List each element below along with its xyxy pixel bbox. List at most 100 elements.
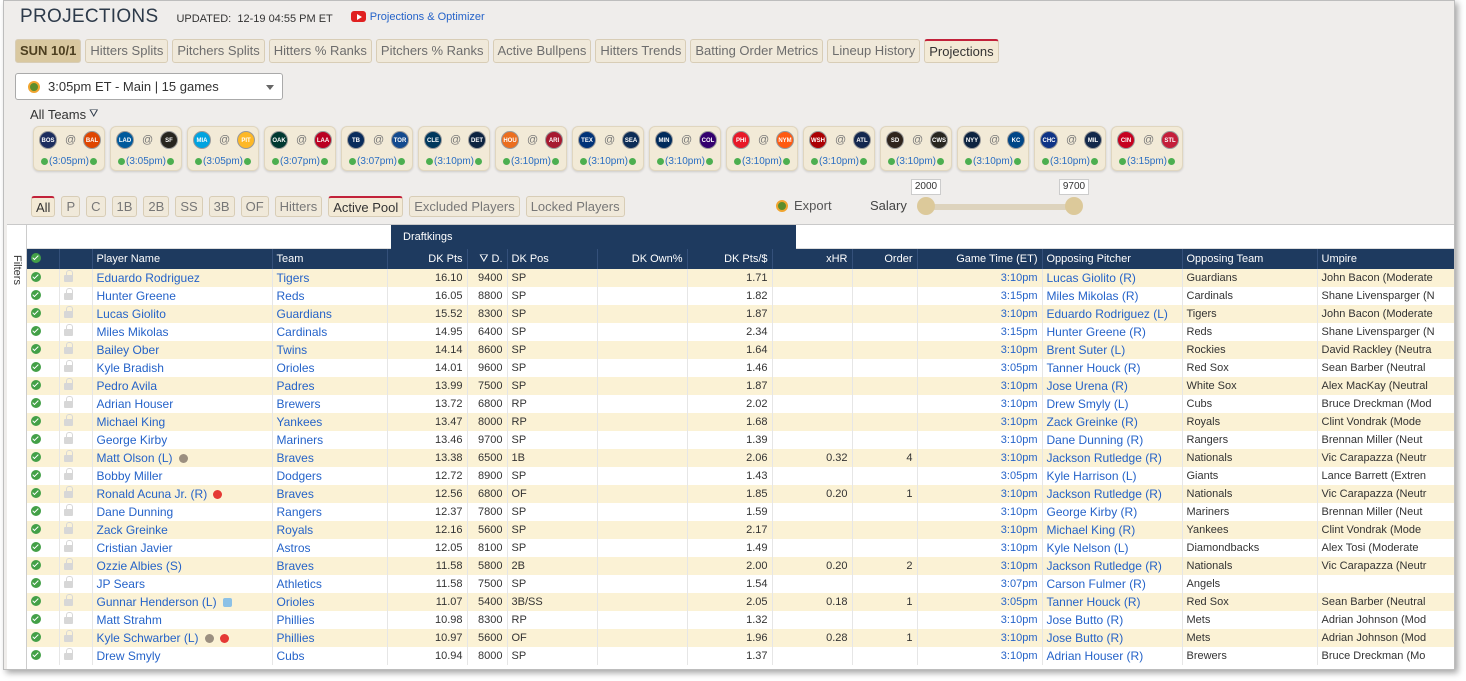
player-name-cell[interactable]: Eduardo Rodriguez xyxy=(92,269,273,287)
table-row[interactable]: Michael King Yankees 13.47 8000 RP 1.68 3:10pm… xyxy=(27,413,1454,431)
opposing-pitcher-link[interactable]: Carson Fulmer (R) xyxy=(1042,575,1183,593)
game-card[interactable]: LAD @ SF (3:05pm) xyxy=(110,126,182,171)
export-button[interactable]: Export xyxy=(776,198,832,213)
team-link[interactable]: Orioles xyxy=(272,359,388,377)
lock-icon[interactable] xyxy=(63,575,73,588)
col-order[interactable]: Order xyxy=(852,249,918,269)
row-lock-cell[interactable] xyxy=(59,467,93,485)
opposing-pitcher-link[interactable]: Jackson Rutledge (R) xyxy=(1042,485,1183,503)
check-circle-icon[interactable] xyxy=(31,325,41,336)
game-card[interactable]: MIN @ COL (3:10pm) xyxy=(649,126,721,171)
player-name-link[interactable]: Michael King xyxy=(96,415,166,429)
filter-of[interactable]: OF xyxy=(240,196,269,217)
row-lock-cell[interactable] xyxy=(59,449,93,467)
team-link[interactable]: Braves xyxy=(272,485,388,503)
row-select-cell[interactable] xyxy=(27,521,60,539)
table-row[interactable]: Dane Dunning Rangers 12.37 7800 SP 1.59 3:10pm… xyxy=(27,503,1454,521)
tab-hitters-trends[interactable]: Hitters Trends xyxy=(595,39,687,63)
tab-projections[interactable]: Projections xyxy=(924,39,999,63)
player-name-link[interactable]: Drew Smyly xyxy=(96,649,161,663)
table-row[interactable]: Ozzie Albies (S) Braves 11.58 5800 2B 2.00 0.2… xyxy=(27,557,1454,575)
filter-3b[interactable]: 3B xyxy=(208,196,235,217)
player-name-cell[interactable]: Matt Olson (L) xyxy=(92,449,273,467)
team-link[interactable]: Reds xyxy=(272,287,388,305)
opposing-pitcher-link[interactable]: Brent Suter (L) xyxy=(1042,341,1183,359)
row-select-cell[interactable] xyxy=(27,323,60,341)
team-link[interactable]: Athletics xyxy=(272,575,388,593)
player-name-link[interactable]: Bobby Miller xyxy=(96,469,163,483)
player-name-cell[interactable]: Kyle Schwarber (L) xyxy=(92,629,273,647)
table-row[interactable]: George Kirby Mariners 13.46 9700 SP 1.39 3:10p… xyxy=(27,431,1454,449)
player-name-link[interactable]: Gunnar Henderson (L) xyxy=(96,595,217,609)
player-name-cell[interactable]: Zack Greinke xyxy=(92,521,273,539)
table-row[interactable]: Ronald Acuna Jr. (R) Braves 12.56 6800 OF 1.8… xyxy=(27,485,1454,503)
team-link[interactable]: Cubs xyxy=(272,647,388,665)
lock-icon[interactable] xyxy=(63,359,73,372)
row-select-cell[interactable] xyxy=(27,611,60,629)
salary-max-handle[interactable] xyxy=(1065,197,1083,215)
team-link[interactable]: Orioles xyxy=(272,593,388,611)
lock-icon[interactable] xyxy=(63,323,73,336)
player-name-cell[interactable]: Hunter Greene xyxy=(92,287,273,305)
lock-icon[interactable] xyxy=(63,449,73,462)
player-name-cell[interactable]: Bobby Miller xyxy=(92,467,273,485)
lock-icon[interactable] xyxy=(63,413,73,426)
row-select-cell[interactable] xyxy=(27,539,60,557)
player-name-link[interactable]: Bailey Ober xyxy=(96,343,160,357)
opposing-pitcher-link[interactable]: Tanner Houck (R) xyxy=(1042,593,1183,611)
opposing-pitcher-link[interactable]: Lucas Giolito (R) xyxy=(1042,269,1183,287)
team-link[interactable]: Phillies xyxy=(272,629,388,647)
col-dk-salary[interactable]: ⛛ D. xyxy=(467,249,508,269)
lock-icon[interactable] xyxy=(63,485,73,498)
table-row[interactable]: JP Sears Athletics 11.58 7500 SP 1.54 3:07pm Ca… xyxy=(27,575,1454,593)
game-card[interactable]: MIA @ PIT (3:05pm) xyxy=(187,126,259,171)
check-circle-icon[interactable] xyxy=(31,523,41,534)
team-link[interactable]: Dodgers xyxy=(272,467,388,485)
filter-c[interactable]: C xyxy=(86,196,106,217)
opposing-pitcher-link[interactable]: Jose Urena (R) xyxy=(1042,377,1183,395)
game-card[interactable]: CHC @ MIL (3:10pm) xyxy=(1034,126,1106,171)
filter-active-pool[interactable]: Active Pool xyxy=(328,196,404,217)
player-name-cell[interactable]: Matt Strahm xyxy=(92,611,273,629)
row-lock-cell[interactable] xyxy=(59,593,93,611)
row-select-cell[interactable] xyxy=(27,629,60,647)
player-name-link[interactable]: Matt Strahm xyxy=(96,613,162,627)
filter-1b[interactable]: 1B xyxy=(111,196,138,217)
row-select-cell[interactable] xyxy=(27,305,60,323)
player-name-cell[interactable]: Ronald Acuna Jr. (R) xyxy=(92,485,273,503)
opposing-pitcher-link[interactable]: Drew Smyly (L) xyxy=(1042,395,1183,413)
player-name-link[interactable]: Cristian Javier xyxy=(96,541,173,555)
check-circle-icon[interactable] xyxy=(31,379,41,390)
row-select-cell[interactable] xyxy=(27,395,60,413)
col-player-name[interactable]: Player Name xyxy=(92,249,273,269)
row-select-cell[interactable] xyxy=(27,449,60,467)
team-link[interactable]: Braves xyxy=(272,557,388,575)
row-lock-cell[interactable] xyxy=(59,431,93,449)
player-name-link[interactable]: Ozzie Albies (S) xyxy=(96,559,182,573)
row-lock-cell[interactable] xyxy=(59,575,93,593)
lock-icon[interactable] xyxy=(63,395,73,408)
opposing-pitcher-link[interactable]: Miles Mikolas (R) xyxy=(1042,287,1183,305)
player-name-link[interactable]: Dane Dunning xyxy=(96,505,174,519)
check-circle-icon[interactable] xyxy=(31,649,41,660)
col-team[interactable]: Team xyxy=(272,249,388,269)
row-select-cell[interactable] xyxy=(27,557,60,575)
lock-icon[interactable] xyxy=(63,647,73,660)
opposing-pitcher-link[interactable]: Jackson Rutledge (R) xyxy=(1042,557,1183,575)
check-circle-icon[interactable] xyxy=(31,505,41,516)
team-link[interactable]: Yankees xyxy=(272,413,388,431)
filters-panel-toggle[interactable]: Filters xyxy=(7,225,27,669)
team-link[interactable]: Brewers xyxy=(272,395,388,413)
row-lock-cell[interactable] xyxy=(59,647,93,665)
team-link[interactable]: Astros xyxy=(272,539,388,557)
opposing-pitcher-link[interactable]: Michael King (R) xyxy=(1042,521,1183,539)
player-name-cell[interactable]: JP Sears xyxy=(92,575,273,593)
check-circle-icon[interactable] xyxy=(31,397,41,408)
table-row[interactable]: Gunnar Henderson (L) Orioles 11.07 5400 3B/S… xyxy=(27,593,1454,611)
tab-batting-order-metrics[interactable]: Batting Order Metrics xyxy=(690,39,824,63)
player-name-cell[interactable]: Dane Dunning xyxy=(92,503,273,521)
player-name-cell[interactable]: Lucas Giolito xyxy=(92,305,273,323)
row-lock-cell[interactable] xyxy=(59,557,93,575)
salary-min-handle[interactable] xyxy=(917,197,935,215)
opposing-pitcher-link[interactable]: Kyle Harrison (L) xyxy=(1042,467,1183,485)
